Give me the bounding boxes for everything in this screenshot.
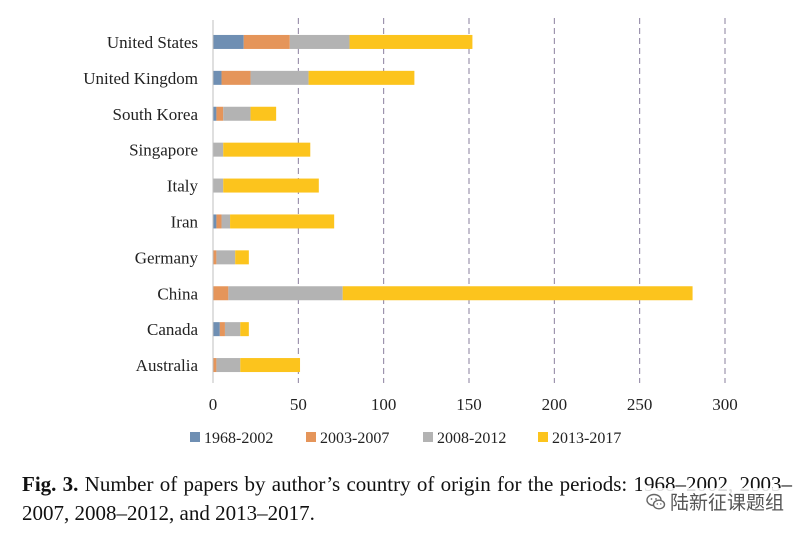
legend-label: 2003-2007 xyxy=(320,430,389,447)
y-tick-label: Italy xyxy=(167,177,199,196)
y-tick-label: China xyxy=(157,284,198,303)
stacked-bar-chart: United States United Kingdom South Korea Si… xyxy=(83,18,738,447)
x-tick-label: 100 xyxy=(371,395,397,414)
legend-label: 2013-2017 xyxy=(552,430,621,447)
y-tick-label: United Kingdom xyxy=(83,69,198,88)
bar-china-2008-2012 xyxy=(228,286,343,301)
x-tick-label: 50 xyxy=(290,395,307,414)
bar-australia-2013-2017 xyxy=(240,358,301,373)
x-axis-tick-labels: 0 50 100 150 200 250 300 xyxy=(209,395,738,414)
bar-iran-2003-2007 xyxy=(216,214,222,229)
bar-united-states-2013-2017 xyxy=(349,34,473,49)
legend: 1968-2002 2003-2007 2008-2012 2013-2017 xyxy=(190,430,621,447)
y-tick-label: Germany xyxy=(135,248,199,267)
x-tick-label: 250 xyxy=(627,395,653,414)
bar-italy-2013-2017 xyxy=(223,178,319,193)
bar-south-korea-2003-2007 xyxy=(216,106,224,121)
bar-united-states-1968-2002 xyxy=(213,34,244,49)
y-tick-label: Singapore xyxy=(129,141,198,160)
bar-south-korea-1968-2002 xyxy=(213,106,217,121)
legend-swatch xyxy=(538,432,548,442)
legend-label: 2008-2012 xyxy=(437,430,506,447)
bar-germany-2008-2012 xyxy=(216,250,236,265)
bar-singapore-2008-2012 xyxy=(213,142,224,157)
caption-label: Fig. 3. xyxy=(22,472,79,496)
watermark-text: 陆新征课题组 xyxy=(670,492,785,514)
bar-united-kingdom-2008-2012 xyxy=(250,70,309,85)
bar-iran-1968-2002 xyxy=(213,214,217,229)
y-tick-label: Australia xyxy=(136,356,199,375)
y-tick-label: Canada xyxy=(147,320,198,339)
bar-australia-2008-2012 xyxy=(216,358,241,373)
x-tick-label: 200 xyxy=(542,395,568,414)
bar-iran-2013-2017 xyxy=(230,214,335,229)
y-tick-label: South Korea xyxy=(113,105,199,124)
bar-australia-2003-2007 xyxy=(213,358,217,373)
bar-canada-1968-2002 xyxy=(213,322,220,337)
x-tick-label: 300 xyxy=(712,395,738,414)
bar-canada-2008-2012 xyxy=(224,322,241,337)
x-tick-label: 0 xyxy=(209,395,218,414)
bar-germany-2013-2017 xyxy=(235,250,249,265)
bar-united-kingdom-1968-2002 xyxy=(213,70,222,85)
bar-china-2003-2007 xyxy=(213,286,229,301)
y-tick-label: United States xyxy=(107,33,198,52)
watermark: 陆新征课题组 xyxy=(642,488,789,515)
bar-united-kingdom-2003-2007 xyxy=(221,70,251,85)
bars xyxy=(213,34,693,373)
wechat-icon xyxy=(646,493,666,510)
legend-swatch xyxy=(306,432,316,442)
bar-china-2013-2017 xyxy=(342,286,693,301)
legend-swatch xyxy=(190,432,200,442)
bar-canada-2013-2017 xyxy=(240,322,249,337)
x-tick-label: 150 xyxy=(456,395,482,414)
y-tick-label: Iran xyxy=(171,212,199,231)
bar-germany-2003-2007 xyxy=(213,250,217,265)
bar-united-kingdom-2013-2017 xyxy=(308,70,415,85)
bar-singapore-2013-2017 xyxy=(223,142,311,157)
bar-united-states-2008-2012 xyxy=(289,34,350,49)
legend-label: 1968-2002 xyxy=(204,430,273,447)
bar-iran-2008-2012 xyxy=(221,214,231,229)
legend-swatch xyxy=(423,432,433,442)
bar-south-korea-2008-2012 xyxy=(223,106,251,121)
bar-canada-2003-2007 xyxy=(219,322,225,337)
y-axis-labels: United States United Kingdom South Korea Si… xyxy=(83,33,198,375)
bar-united-states-2003-2007 xyxy=(243,34,290,49)
bar-italy-2008-2012 xyxy=(213,178,224,193)
bar-south-korea-2013-2017 xyxy=(250,106,277,121)
